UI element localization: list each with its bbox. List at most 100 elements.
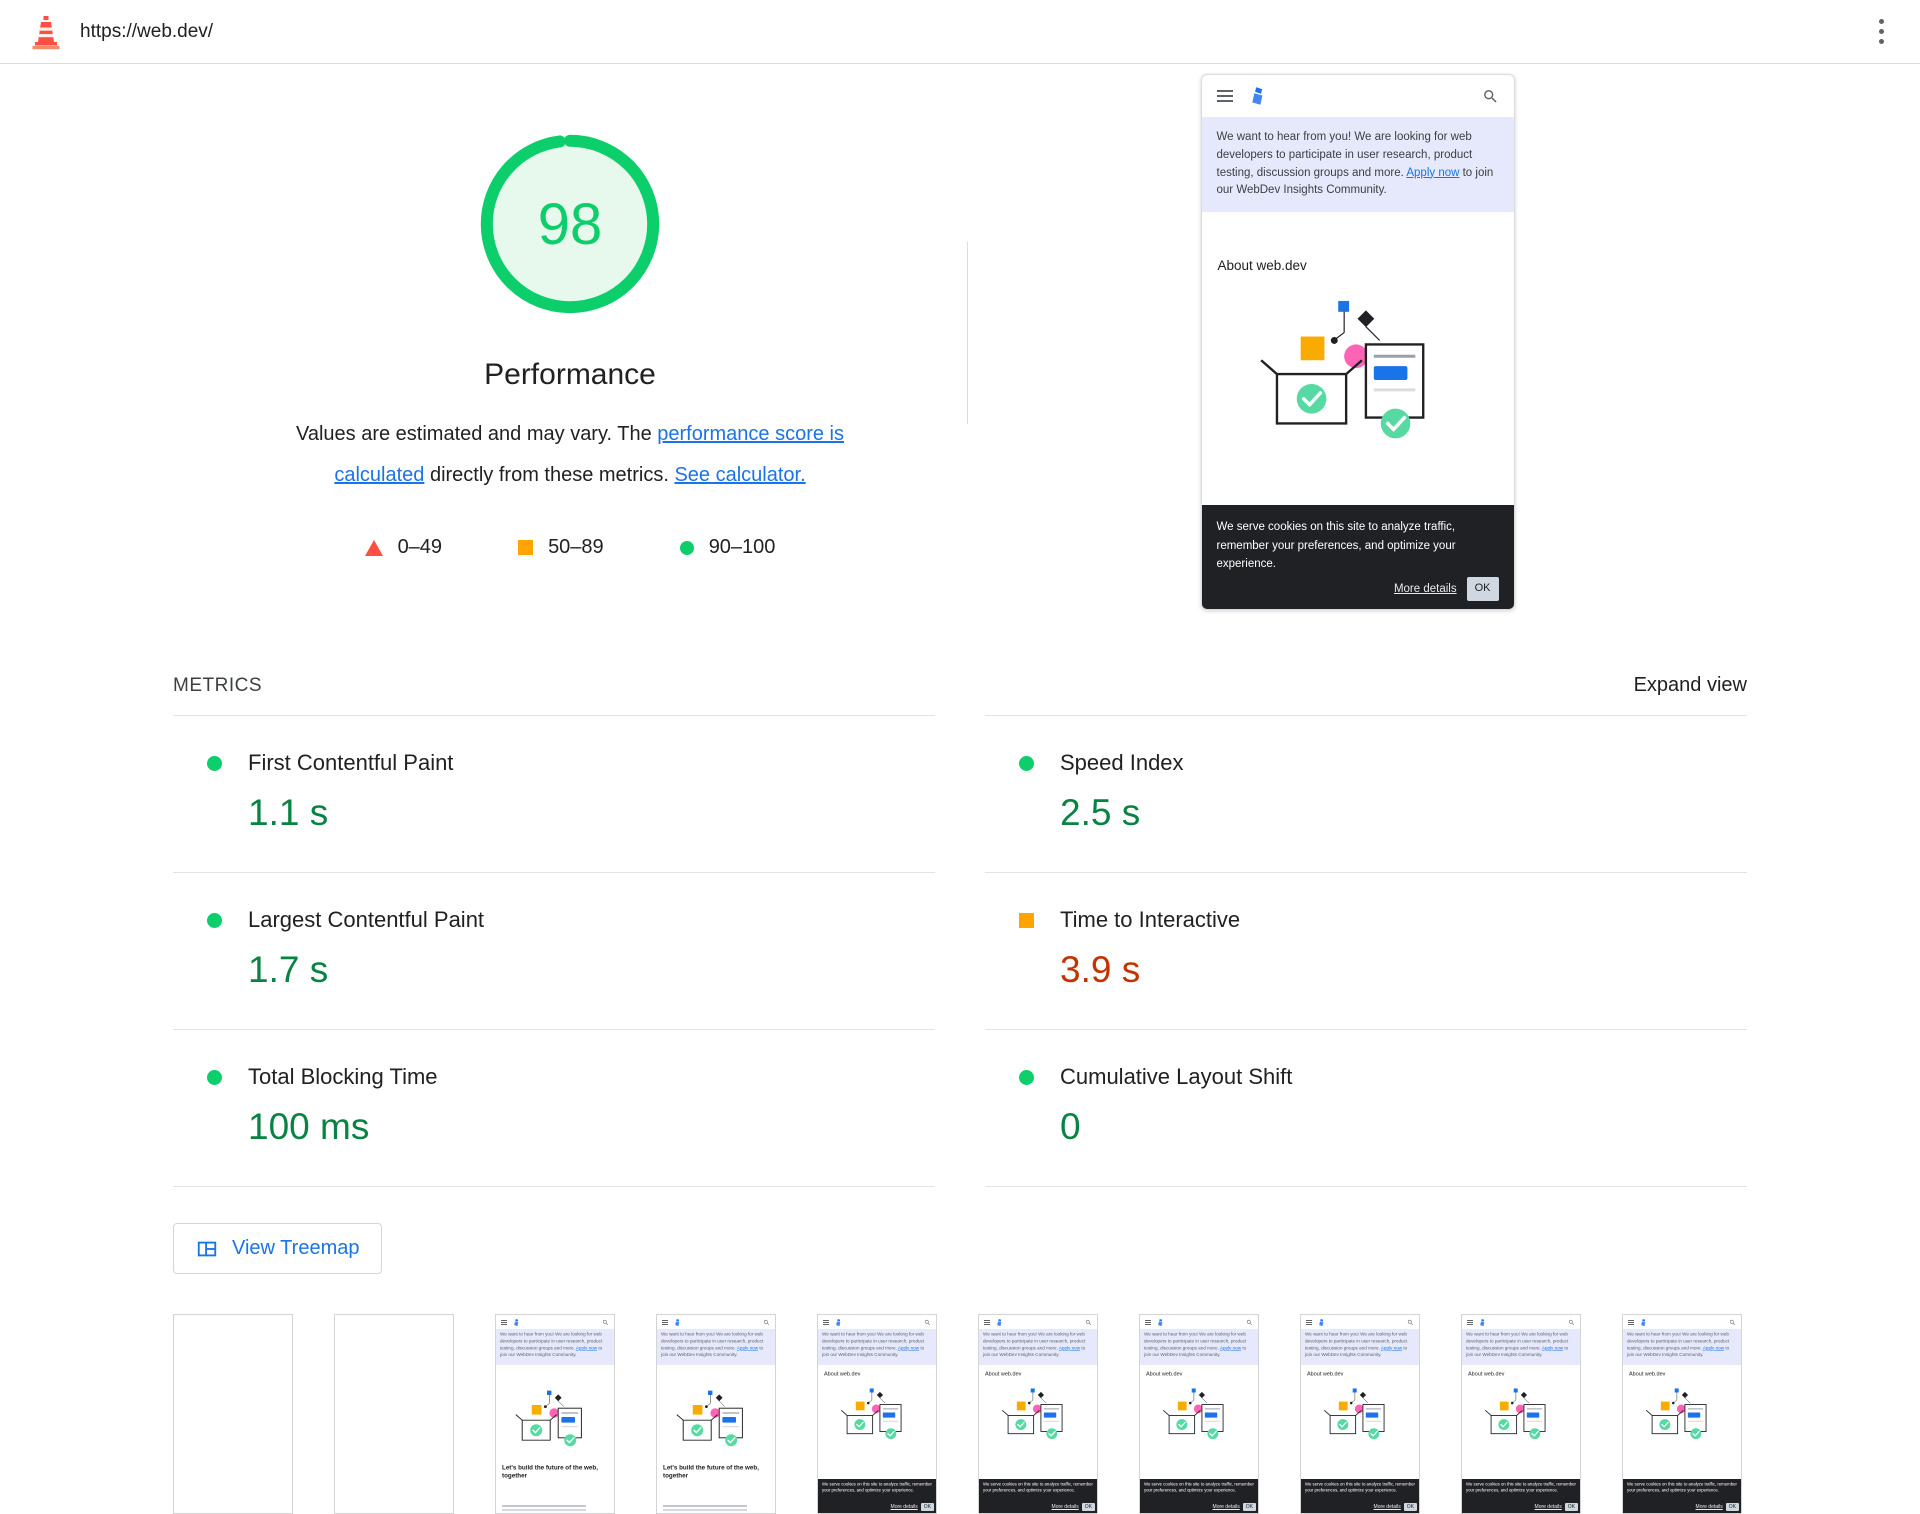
mini-heading: About web.dev — [1462, 1365, 1580, 1381]
metrics-title: METRICS — [173, 675, 262, 696]
banner-text-post: to join our WebDev Insights Community. — [1627, 1345, 1730, 1358]
menu-icon — [1467, 1321, 1473, 1323]
banner-text-post: to join our WebDev Insights Community. — [1144, 1345, 1247, 1358]
mini-tagline: Let's build the future of the web, toget… — [502, 1464, 610, 1495]
filmstrip-frame: We want to hear from you! We are looking… — [1139, 1314, 1259, 1514]
mini-banner-text: We want to hear from you! We are looking… — [661, 1331, 771, 1359]
report-url[interactable]: https://web.dev/ — [80, 20, 214, 42]
webdev-logo-icon — [673, 1318, 682, 1327]
more-details-link: More details — [1051, 1504, 1079, 1510]
banner-text-post: to join our WebDev Insights Community. — [500, 1345, 603, 1358]
metrics-header: METRICS Expand view — [173, 674, 1747, 697]
lighthouse-report: 98 Performance Values are estimated and … — [173, 64, 1747, 1514]
ok-button: OK — [1081, 1503, 1095, 1511]
mini-banner-text: We want to hear from you! We are looking… — [1627, 1331, 1737, 1359]
disclaimer-text-mid: directly from these metrics. — [424, 464, 675, 486]
legend-item-average: 50–89 — [518, 536, 604, 559]
mini-banner-text: We want to hear from you! We are looking… — [822, 1331, 932, 1359]
filmstrip-frame: We want to hear from you! We are looking… — [656, 1314, 776, 1514]
mini-cookie-actions: More details OK — [1374, 1503, 1417, 1511]
metric-label: First Contentful Paint — [248, 750, 454, 775]
score-calculation-link[interactable]: performance score is calculated — [334, 423, 845, 486]
apply-now-link: Apply now — [736, 1345, 759, 1351]
mini-heading: About web.dev — [1623, 1365, 1741, 1381]
menu-icon — [1145, 1321, 1151, 1323]
ok-button: OK — [1403, 1503, 1417, 1511]
view-treemap-button[interactable]: View Treemap — [173, 1223, 383, 1274]
mini-navbar — [818, 1315, 936, 1329]
performance-gauge: 98 — [474, 128, 666, 320]
preview-heading: About web.dev — [1217, 258, 1307, 274]
ok-button: OK — [1242, 1503, 1256, 1511]
metric-label: Total Blocking Time — [248, 1064, 438, 1089]
metric-largest-contentful-paint: Largest Contentful Paint 1.7 s — [173, 873, 935, 1030]
ok-button: OK — [1466, 577, 1499, 601]
mini-navbar — [979, 1315, 1097, 1329]
mini-banner-text: We want to hear from you! We are looking… — [500, 1331, 610, 1359]
banner-text-pre: We want to hear from you! We are looking… — [1627, 1331, 1730, 1351]
average-square-icon — [1019, 912, 1034, 928]
banner-text-pre: We want to hear from you! We are looking… — [661, 1331, 764, 1351]
metric-first-contentful-paint: First Contentful Paint 1.1 s — [173, 715, 935, 873]
mini-banner-text: We want to hear from you! We are looking… — [983, 1331, 1093, 1359]
ok-button: OK — [1564, 1503, 1578, 1511]
menu-icon — [984, 1321, 990, 1323]
filmstrip-frame: We want to hear from you! We are looking… — [1300, 1314, 1420, 1514]
pass-circle-icon — [207, 755, 222, 771]
banner-text-post: to join our WebDev Insights Community. — [1216, 166, 1494, 197]
banner-text-pre: We want to hear from you! We are looking… — [1305, 1331, 1408, 1351]
disclaimer-text-pre: Values are estimated and may vary. The — [295, 423, 658, 445]
see-calculator-link[interactable]: See calculator. — [674, 464, 806, 486]
metric-label: Largest Contentful Paint — [248, 907, 485, 932]
kebab-menu-icon[interactable] — [1869, 9, 1894, 54]
banner-text-pre: We want to hear from you! We are looking… — [1144, 1331, 1247, 1351]
mini-heading-text: About web.dev — [824, 1371, 861, 1377]
more-details-link: More details — [1393, 583, 1457, 595]
more-details-link: More details — [1373, 1504, 1401, 1510]
apply-now-link: Apply now — [575, 1345, 598, 1351]
banner-text-pre: We want to hear from you! We are looking… — [983, 1331, 1086, 1351]
menu-icon — [1306, 1321, 1312, 1323]
mini-banner: We want to hear from you! We are looking… — [1462, 1329, 1580, 1365]
mini-heading: About web.dev — [1301, 1365, 1419, 1381]
more-details-link: More details — [1534, 1504, 1562, 1510]
fail-triangle-icon — [364, 539, 383, 556]
final-screenshot: We want to hear from you! We are looking… — [1200, 74, 1515, 610]
banner-text-pre: We want to hear from you! We are looking… — [1466, 1331, 1569, 1351]
mini-banner-text: We want to hear from you! We are looking… — [1305, 1331, 1415, 1359]
legend-item-pass: 90–100 — [679, 536, 775, 559]
filmstrip: We want to hear from you! We are looking… — [173, 1314, 1747, 1514]
ok-button: OK — [1725, 1503, 1739, 1511]
hero-illustration — [1249, 297, 1467, 465]
banner-text-post: to join our WebDev Insights Community. — [822, 1345, 925, 1358]
tagline-text: Let's build the future of the web, toget… — [663, 1463, 759, 1479]
score-panel: 98 Performance Values are estimated and … — [173, 74, 967, 610]
menu-icon — [662, 1321, 668, 1323]
mini-heading-text: About web.dev — [1468, 1371, 1505, 1377]
expand-view-button[interactable]: Expand view — [1633, 674, 1747, 696]
mini-cookie-text: We serve cookies on this site to analyze… — [822, 1481, 932, 1493]
filmstrip-frame: We want to hear from you! We are looking… — [1461, 1314, 1581, 1514]
metric-time-to-interactive: Time to Interactive 3.9 s — [985, 873, 1747, 1030]
menu-icon — [1628, 1321, 1634, 1323]
mini-cookie-text: We serve cookies on this site to analyze… — [983, 1481, 1093, 1493]
metric-speed-index: Speed Index 2.5 s — [985, 715, 1747, 873]
cookie-text: We serve cookies on this site to analyze… — [1216, 521, 1456, 571]
banner-text-post: to join our WebDev Insights Community. — [661, 1345, 764, 1358]
mini-subtext-bars — [663, 1505, 747, 1507]
webdev-logo-icon — [512, 1318, 521, 1327]
metric-value: 100 ms — [248, 1106, 370, 1147]
filmstrip-frame: We want to hear from you! We are looking… — [495, 1314, 615, 1514]
mini-navbar — [1140, 1315, 1258, 1329]
webdev-logo-icon — [834, 1318, 843, 1327]
hero-illustration — [671, 1389, 761, 1457]
mini-heading: About web.dev — [1140, 1365, 1258, 1381]
metric-label: Speed Index — [1060, 750, 1184, 775]
webdev-logo-icon — [1478, 1318, 1487, 1327]
view-treemap-label: View Treemap — [232, 1237, 360, 1259]
pass-circle-icon — [1019, 1069, 1034, 1085]
menu-icon — [1216, 95, 1233, 97]
mini-navbar — [1462, 1315, 1580, 1329]
mini-banner: We want to hear from you! We are looking… — [1140, 1329, 1258, 1365]
mini-cookie-banner: We serve cookies on this site to analyze… — [1140, 1479, 1258, 1513]
